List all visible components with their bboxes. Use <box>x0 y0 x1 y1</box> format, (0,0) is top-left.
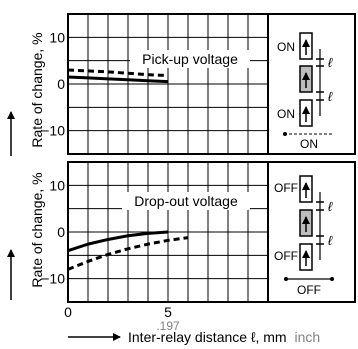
x-axis-label-unit-inch: inch <box>294 329 320 345</box>
bottom-relay-label: ON <box>277 107 295 121</box>
dropout-x-tick-label: 0 <box>64 304 72 320</box>
pickup-title-background <box>130 50 250 68</box>
pickup-chart: 10 0 −10 Pick-up voltage Rate of change, % <box>7 13 269 156</box>
dropout-chart-title: Drop-out voltage <box>134 193 238 209</box>
dropout-x-secondary-tick-label: .197 <box>156 319 180 333</box>
dropout-y-tick-label: −10 <box>41 271 65 287</box>
on-footer-label: ON <box>300 137 318 151</box>
relay-diagram-panel: ON ON ℓ ℓ ON OFF <box>267 13 356 303</box>
gap-symbol-upper: ℓ <box>328 55 333 70</box>
top-relay-label-off: OFF <box>274 181 298 195</box>
off-diagram: OFF OFF ℓ ℓ OFF <box>274 175 334 297</box>
dropout-y-ticks: 10 0 −10 <box>41 177 65 286</box>
gap-symbol-upper-off: ℓ <box>328 199 333 214</box>
off-footer-dot-left <box>284 277 288 281</box>
pickup-y-tick-label: 0 <box>57 76 65 92</box>
pickup-grid <box>68 14 268 154</box>
dropout-y-axis-label: Rate of change, % <box>29 172 45 287</box>
bottom-relay-label-off: OFF <box>274 249 298 263</box>
pickup-series <box>67 68 169 84</box>
dropout-series-dashed <box>67 236 189 271</box>
pickup-y-axis-label: Rate of change, % <box>29 32 45 147</box>
dropout-chart: 10 0 −10 Drop-out voltage Rate of change, … <box>7 161 320 345</box>
dropout-x-ticks: 0 5.197 <box>64 304 180 333</box>
pickup-series-dashed <box>67 68 169 78</box>
x-axis-label-primary: Inter-relay distance ℓ, mm <box>128 329 287 345</box>
pickup-y-tick-label: −10 <box>41 123 65 139</box>
gap-symbol-lower-off: ℓ <box>328 233 333 248</box>
x-axis-label: Inter-relay distance ℓ, mm inch <box>128 329 320 345</box>
pickup-series-solid <box>67 75 169 84</box>
off-footer-label: OFF <box>297 283 321 297</box>
dropout-title-background <box>122 192 250 210</box>
dropout-y-tick-label: 0 <box>57 224 65 240</box>
diagram-frame-top <box>267 13 356 155</box>
off-footer-dot-right <box>330 277 334 281</box>
diagram-frame-bottom <box>267 161 356 303</box>
dropout-y-tick-label: 10 <box>49 177 65 193</box>
dropout-series-solid <box>67 230 169 253</box>
gap-symbol-lower: ℓ <box>328 89 333 104</box>
pickup-chart-title: Pick-up voltage <box>142 51 238 67</box>
dropout-x-tick-label: 5 <box>164 304 172 320</box>
dropout-series <box>67 230 189 271</box>
pickup-y-ticks: 10 0 −10 <box>41 29 65 138</box>
top-relay-label: ON <box>277 40 295 54</box>
pickup-y-tick-label: 10 <box>49 29 65 45</box>
on-diagram: ON ON ℓ ℓ ON <box>277 32 334 151</box>
on-footer-dot-left <box>283 132 287 136</box>
